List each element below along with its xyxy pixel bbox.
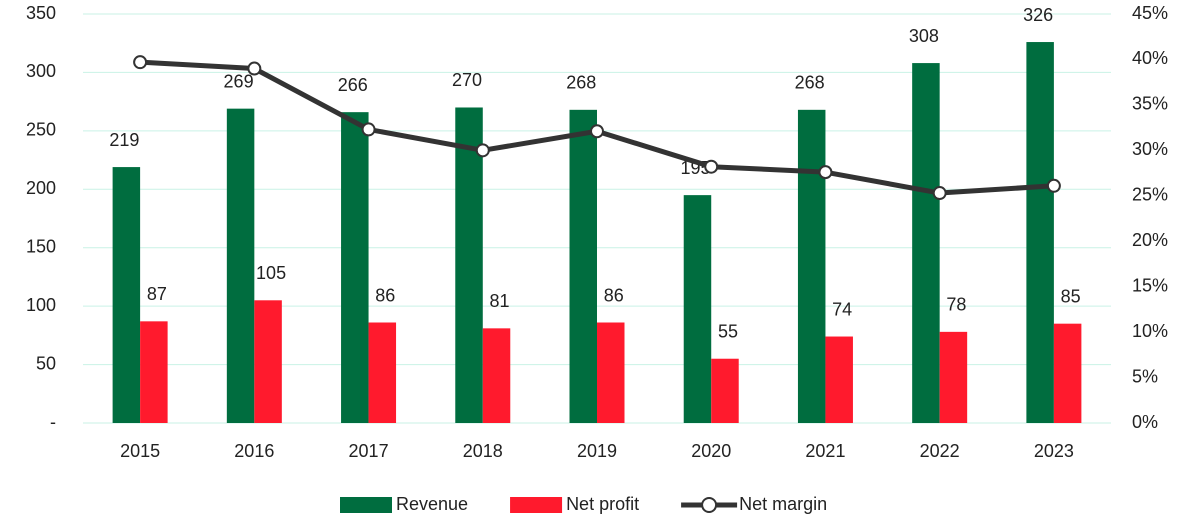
marker bbox=[247, 61, 262, 76]
legend-swatch bbox=[510, 497, 563, 513]
data-label: 87 bbox=[147, 284, 167, 304]
y2-tick-label: 35% bbox=[1132, 94, 1168, 114]
y2-tick-label: 40% bbox=[1132, 48, 1168, 68]
y-tick-label: 200 bbox=[26, 178, 56, 198]
y2-tick-label: 25% bbox=[1132, 185, 1168, 205]
x-tick-label: 2022 bbox=[920, 441, 960, 461]
x-tick-label: 2015 bbox=[120, 441, 160, 461]
bar bbox=[455, 107, 483, 423]
y2-tick-label: 45% bbox=[1132, 3, 1168, 23]
marker bbox=[361, 122, 376, 137]
legend-label: Revenue bbox=[396, 494, 468, 514]
x-tick-label: 2020 bbox=[691, 441, 731, 461]
data-label: 326 bbox=[1023, 5, 1053, 25]
data-label: 266 bbox=[338, 75, 368, 95]
y2-tick-label: 20% bbox=[1132, 230, 1168, 250]
x-tick-label: 2016 bbox=[234, 441, 274, 461]
marker bbox=[932, 186, 947, 201]
legend-label: Net profit bbox=[566, 494, 639, 514]
bar bbox=[597, 322, 625, 423]
bar bbox=[1053, 323, 1082, 423]
bar bbox=[112, 167, 141, 423]
bar bbox=[569, 109, 597, 423]
x-tick-label: 2017 bbox=[349, 441, 389, 461]
data-label: 268 bbox=[566, 73, 596, 93]
x-tick-label: 2021 bbox=[805, 441, 845, 461]
marker bbox=[590, 124, 604, 139]
x-tick-label: 2019 bbox=[577, 441, 617, 461]
x-tick-label: 2018 bbox=[463, 441, 503, 461]
y-tick-label: 100 bbox=[26, 295, 56, 315]
bar bbox=[797, 109, 826, 423]
data-label: 269 bbox=[224, 71, 254, 91]
bar bbox=[140, 321, 168, 423]
bar bbox=[341, 112, 369, 423]
marker bbox=[475, 143, 490, 158]
bar bbox=[482, 328, 511, 423]
y2-tick-label: 30% bbox=[1132, 139, 1168, 159]
bar bbox=[683, 195, 712, 423]
y-tick-label: 250 bbox=[26, 120, 56, 140]
data-label: 219 bbox=[109, 130, 139, 150]
data-label: 268 bbox=[795, 73, 825, 93]
marker bbox=[1046, 178, 1061, 193]
legend-swatch bbox=[340, 497, 392, 513]
data-label: 105 bbox=[256, 263, 286, 283]
y-tick-label: 300 bbox=[26, 61, 56, 81]
y2-tick-label: 10% bbox=[1132, 321, 1168, 341]
legend-marker bbox=[701, 497, 718, 513]
data-label: 86 bbox=[604, 285, 624, 305]
data-label: 81 bbox=[490, 291, 510, 311]
data-label: 55 bbox=[718, 321, 738, 341]
bar bbox=[939, 331, 968, 423]
y-tick-label: 50 bbox=[36, 353, 56, 373]
marker bbox=[704, 159, 719, 174]
data-label: 270 bbox=[452, 70, 482, 90]
data-label: 86 bbox=[375, 285, 395, 305]
bar bbox=[368, 322, 397, 423]
y2-tick-label: 0% bbox=[1132, 412, 1158, 432]
data-label: 78 bbox=[946, 295, 966, 315]
bar bbox=[254, 300, 282, 423]
y-tick-label: - bbox=[50, 412, 56, 432]
bar bbox=[1026, 42, 1054, 423]
marker bbox=[133, 55, 148, 70]
bar bbox=[711, 358, 739, 423]
bar bbox=[912, 63, 940, 424]
data-label: 308 bbox=[909, 26, 939, 46]
legend-label: Net margin bbox=[739, 494, 827, 514]
bar bbox=[825, 336, 853, 423]
y2-tick-label: 5% bbox=[1132, 366, 1158, 386]
y-tick-label: 350 bbox=[26, 3, 56, 23]
bar bbox=[226, 108, 255, 423]
y-tick-label: 150 bbox=[26, 236, 56, 256]
y2-tick-label: 15% bbox=[1132, 275, 1168, 295]
data-label: 85 bbox=[1061, 286, 1081, 306]
marker bbox=[818, 165, 833, 180]
data-label: 74 bbox=[832, 299, 852, 319]
x-tick-label: 2023 bbox=[1034, 441, 1074, 461]
